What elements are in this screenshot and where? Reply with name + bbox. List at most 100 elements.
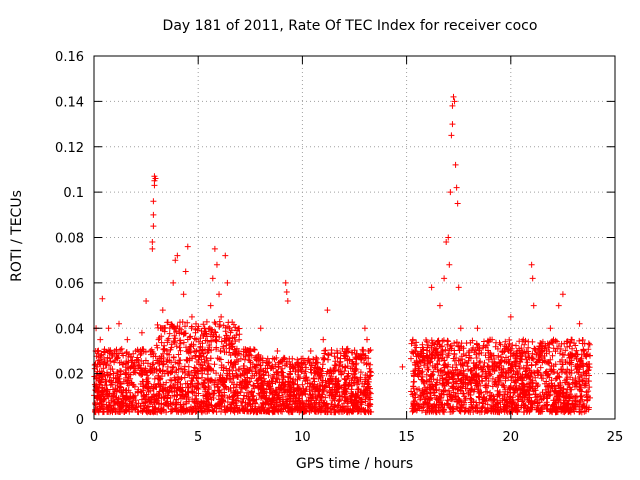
data-point	[116, 320, 123, 327]
data-point	[168, 359, 175, 366]
data-point	[551, 388, 558, 395]
dense-marker-cloud	[91, 318, 593, 416]
data-point	[147, 347, 154, 354]
data-point	[511, 352, 518, 359]
data-point	[516, 393, 523, 400]
data-point	[320, 336, 327, 343]
data-point	[543, 370, 550, 377]
data-point	[236, 366, 243, 373]
data-point	[341, 381, 348, 388]
data-point	[278, 381, 285, 388]
data-point	[124, 336, 131, 343]
data-point	[103, 381, 110, 388]
data-point	[582, 381, 589, 388]
data-point	[470, 375, 477, 382]
data-point	[186, 347, 193, 354]
data-point	[100, 393, 107, 400]
data-point	[241, 381, 248, 388]
data-point	[576, 320, 583, 327]
data-point	[199, 381, 206, 388]
data-point	[478, 366, 485, 373]
data-point	[174, 252, 181, 259]
data-point	[524, 359, 531, 366]
data-point	[411, 347, 418, 354]
data-point	[461, 359, 468, 366]
data-point	[145, 375, 152, 382]
x-tick-label: 0	[90, 430, 98, 445]
data-point	[443, 239, 450, 246]
data-point	[449, 121, 456, 128]
data-point	[547, 325, 554, 332]
data-point	[97, 336, 104, 343]
data-point	[130, 381, 137, 388]
data-point	[451, 98, 458, 105]
data-point	[448, 132, 455, 139]
y-tick-label: 0.02	[55, 368, 84, 383]
data-point	[520, 336, 527, 343]
data-point	[452, 161, 459, 168]
data-point	[128, 359, 135, 366]
data-point	[420, 352, 427, 359]
data-point	[132, 347, 139, 354]
data-point	[324, 307, 331, 314]
data-point	[486, 336, 493, 343]
data-point	[568, 336, 575, 343]
data-point	[274, 347, 281, 354]
data-point	[428, 284, 435, 291]
data-point	[441, 275, 448, 282]
data-point	[364, 336, 371, 343]
data-point	[316, 366, 323, 373]
data-point	[457, 325, 464, 332]
data-point	[232, 347, 239, 354]
data-point	[530, 302, 537, 309]
data-point	[149, 245, 156, 252]
data-point	[111, 347, 118, 354]
chart-title: Day 181 of 2011, Rate Of TEC Index for r…	[162, 18, 538, 34]
data-point	[95, 347, 102, 354]
data-point	[184, 243, 191, 250]
data-point	[141, 393, 148, 400]
x-tick-label: 5	[194, 430, 202, 445]
data-point	[357, 352, 364, 359]
data-point	[529, 275, 536, 282]
data-point	[161, 370, 168, 377]
data-point	[216, 291, 223, 298]
data-point	[205, 347, 212, 354]
data-point	[176, 325, 183, 332]
data-point	[416, 370, 423, 377]
data-point	[152, 175, 159, 182]
data-point	[564, 359, 571, 366]
data-point	[555, 302, 562, 309]
data-point	[445, 234, 452, 241]
data-point	[201, 325, 208, 332]
data-point	[345, 347, 352, 354]
data-point	[454, 200, 461, 207]
data-point	[191, 388, 198, 395]
data-point	[534, 381, 541, 388]
data-point	[284, 298, 291, 305]
data-point	[432, 347, 439, 354]
data-point	[105, 325, 112, 332]
data-point	[286, 370, 293, 377]
data-point	[120, 352, 127, 359]
data-cloud	[91, 318, 593, 416]
y-tick-label: 0.16	[55, 50, 84, 65]
data-point	[163, 347, 170, 354]
data-point	[224, 279, 231, 286]
data-point	[126, 395, 133, 402]
x-axis-label: GPS time / hours	[295, 456, 414, 472]
data-point	[143, 298, 150, 305]
data-point	[157, 381, 164, 388]
data-point	[482, 388, 489, 395]
data-point	[245, 352, 252, 359]
data-point	[446, 261, 453, 268]
data-point	[491, 359, 498, 366]
data-point	[150, 211, 157, 218]
data-point	[230, 375, 237, 382]
data-point	[414, 359, 421, 366]
y-tick-label: 0.1	[63, 186, 84, 201]
data-point	[109, 393, 116, 400]
data-point	[495, 381, 502, 388]
data-point	[366, 347, 373, 354]
